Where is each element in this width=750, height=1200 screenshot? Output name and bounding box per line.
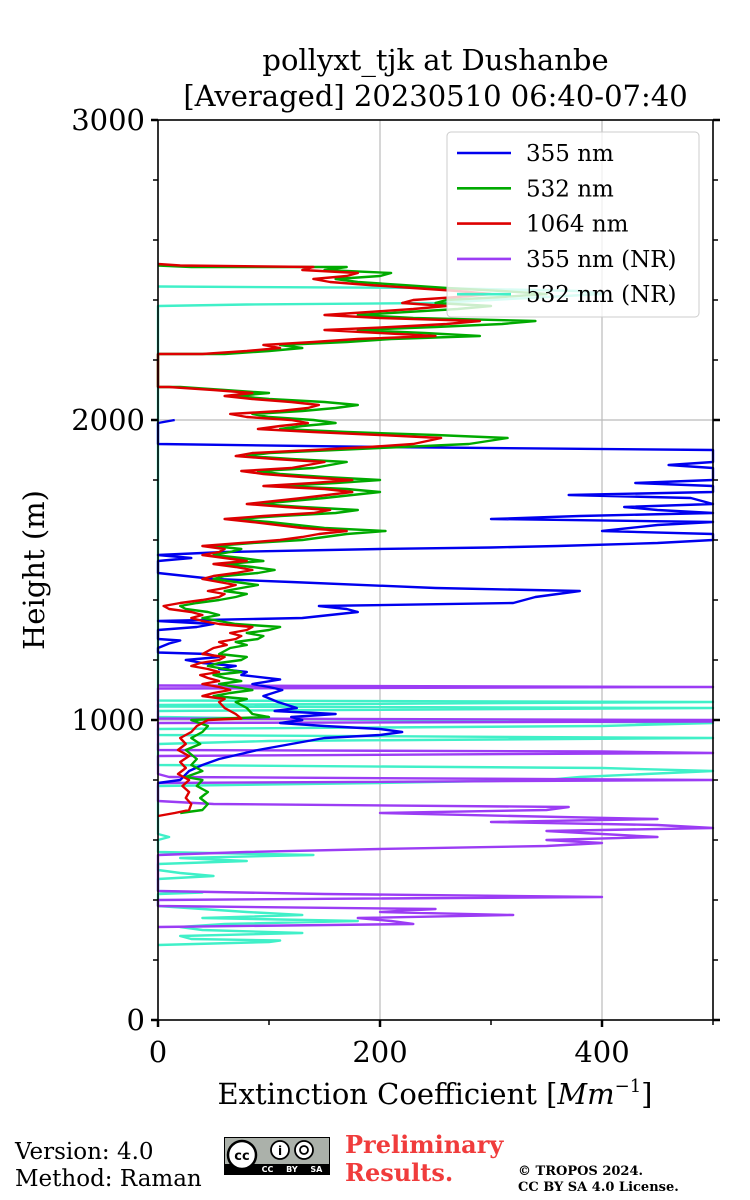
y-axis-label: Height (m)	[17, 490, 51, 650]
x-axis-label-prefix: Extinction Coefficient [	[218, 1077, 558, 1111]
y-tick-label: 2000	[71, 403, 145, 437]
legend: 355 nm 532 nm 1064 nm 355 nm (NR) 532 nm (NR…	[446, 131, 700, 318]
svg-text:i: i	[278, 1144, 282, 1158]
cc-license-badge: cc i CC BY SA	[224, 1137, 330, 1175]
preliminary-results-line-1: Preliminary	[345, 1130, 504, 1159]
y-tick-label: 3000	[71, 103, 145, 137]
cc-badge-text: CC BY SA	[262, 1165, 324, 1174]
legend-label: 355 nm (NR)	[526, 247, 677, 273]
x-axis-label: Extinction Coefficient [Mm−1]	[218, 1076, 653, 1111]
chart-title-line-1: pollyxt_tjk at Dushanbe	[262, 43, 609, 77]
preliminary-results-line-2: Results.	[345, 1158, 454, 1187]
legend-label: 532 nm (NR)	[526, 282, 677, 308]
copyright-line-1: © TROPOS 2024.	[518, 1164, 644, 1179]
extinction-profile-chart: 0 1000 2000 3000 0 200 400 Extinction Coeffici…	[17, 103, 720, 1111]
series-line-355-nm-nr	[156, 684, 715, 929]
x-tick-label: 200	[352, 1035, 407, 1069]
series-lines	[156, 262, 715, 947]
chart-title-line-2: [Averaged] 20230510 06:40-07:40	[183, 79, 688, 113]
y-tick-label: 0	[127, 1003, 145, 1037]
copyright-line-2: CC BY SA 4.0 License.	[518, 1180, 679, 1195]
svg-text:cc: cc	[234, 1149, 249, 1164]
x-tick-label: 400	[574, 1035, 629, 1069]
legend-label: 532 nm	[526, 176, 614, 202]
series-line-1064-nm	[156, 262, 493, 818]
legend-label: 355 nm	[526, 141, 614, 167]
legend-label: 1064 nm	[526, 212, 629, 238]
legend-box	[446, 131, 700, 318]
axis-ticks: 0 1000 2000 3000 0 200 400	[71, 103, 720, 1069]
series-line-532-nm-nr	[156, 285, 715, 947]
sa-icon	[294, 1140, 314, 1160]
series-line-355-nm	[156, 418, 715, 785]
x-axis-label-exponent: −1	[615, 1076, 642, 1097]
y-tick-label: 1000	[71, 703, 145, 737]
version-label: Version: 4.0	[15, 1139, 154, 1165]
x-tick-label: 0	[149, 1035, 167, 1069]
series-line-532-nm	[156, 264, 548, 815]
method-label: Method: Raman	[15, 1166, 202, 1192]
cc-icon	[226, 1139, 258, 1171]
by-icon	[270, 1140, 290, 1160]
plot-frame	[157, 119, 714, 1021]
x-axis-label-suffix: ]	[641, 1077, 652, 1111]
x-axis-label-unit: Mm	[556, 1077, 614, 1111]
